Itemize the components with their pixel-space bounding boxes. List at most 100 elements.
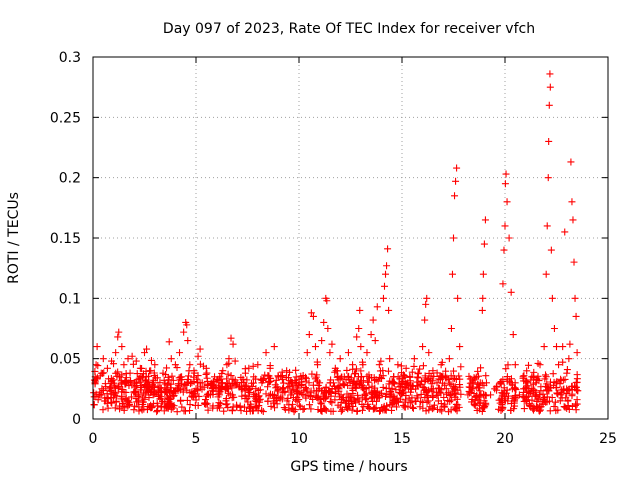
data-point <box>479 270 487 278</box>
data-point <box>269 399 277 407</box>
data-point <box>479 404 487 412</box>
data-point <box>173 408 181 416</box>
data-point <box>251 403 259 411</box>
data-point <box>307 309 315 317</box>
data-point <box>375 361 383 369</box>
data-point <box>545 137 553 145</box>
data-point <box>347 374 355 382</box>
data-point <box>419 398 427 406</box>
data-point <box>326 349 334 357</box>
data-point <box>542 371 550 379</box>
data-point <box>326 388 334 396</box>
data-point <box>563 404 571 412</box>
data-point <box>180 328 188 336</box>
data-point <box>143 406 151 414</box>
data-point <box>342 397 350 405</box>
data-point <box>336 375 344 383</box>
data-point <box>149 391 157 399</box>
data-point <box>246 385 254 393</box>
data-point <box>183 321 191 329</box>
data-point <box>429 367 437 375</box>
data-point <box>220 407 228 415</box>
data-point <box>474 367 482 375</box>
data-point <box>361 390 369 398</box>
data-point <box>119 386 127 394</box>
data-point <box>470 400 478 408</box>
data-point <box>526 389 534 397</box>
data-point <box>552 407 560 415</box>
data-point <box>264 383 272 391</box>
data-point <box>227 372 235 380</box>
data-point <box>329 407 337 415</box>
data-point <box>557 386 565 394</box>
data-point <box>261 371 269 379</box>
data-point <box>292 396 300 404</box>
data-point <box>90 401 98 409</box>
data-point <box>555 361 563 369</box>
data-point <box>442 367 450 375</box>
data-point <box>409 382 417 390</box>
data-point <box>563 366 571 374</box>
data-point <box>223 375 231 383</box>
data-point <box>534 395 542 403</box>
data-point <box>362 389 370 397</box>
data-point <box>143 384 151 392</box>
data-point <box>204 406 212 414</box>
data-point <box>535 404 543 412</box>
data-point <box>245 385 253 393</box>
data-point <box>502 170 510 178</box>
data-point <box>423 294 431 302</box>
data-point <box>316 385 324 393</box>
chart-title: Day 097 of 2023, Rate Of TEC Index for r… <box>163 21 535 37</box>
data-point <box>121 380 129 388</box>
data-point <box>408 394 416 402</box>
data-point <box>451 192 459 200</box>
data-point <box>98 390 106 398</box>
data-point <box>297 389 305 397</box>
data-point <box>369 393 377 401</box>
data-point <box>422 300 430 308</box>
data-point <box>430 401 438 409</box>
data-point <box>278 375 286 383</box>
data-point <box>507 406 515 414</box>
data-point <box>236 382 244 390</box>
data-point <box>376 407 384 415</box>
data-point <box>357 377 365 385</box>
data-point <box>112 389 120 397</box>
data-point <box>320 388 328 396</box>
data-point <box>443 374 451 382</box>
data-point <box>176 386 184 394</box>
data-point <box>237 407 245 415</box>
data-point <box>457 390 465 398</box>
data-point <box>377 357 385 365</box>
data-point <box>295 375 303 383</box>
data-point <box>132 395 140 403</box>
data-point <box>561 403 569 411</box>
data-point <box>383 262 391 270</box>
data-point <box>277 393 285 401</box>
data-point <box>421 386 429 394</box>
data-point <box>222 383 230 391</box>
data-point <box>351 383 359 391</box>
data-point <box>202 392 210 400</box>
data-point <box>498 403 506 411</box>
data-point <box>166 402 174 410</box>
data-point <box>181 380 189 388</box>
data-point <box>564 397 572 405</box>
data-point <box>112 349 120 357</box>
y-axis-label: ROTI / TECUs <box>6 192 22 284</box>
data-point <box>475 399 483 407</box>
data-point <box>343 390 351 398</box>
data-point <box>196 379 204 387</box>
data-point <box>456 343 464 351</box>
data-point <box>548 294 556 302</box>
data-point <box>499 280 507 288</box>
data-point <box>544 174 552 182</box>
data-point <box>199 362 207 370</box>
data-point <box>365 405 373 413</box>
data-point <box>314 381 322 389</box>
data-point <box>335 387 343 395</box>
data-point <box>452 405 460 413</box>
data-point <box>573 396 581 404</box>
data-point <box>194 386 202 394</box>
